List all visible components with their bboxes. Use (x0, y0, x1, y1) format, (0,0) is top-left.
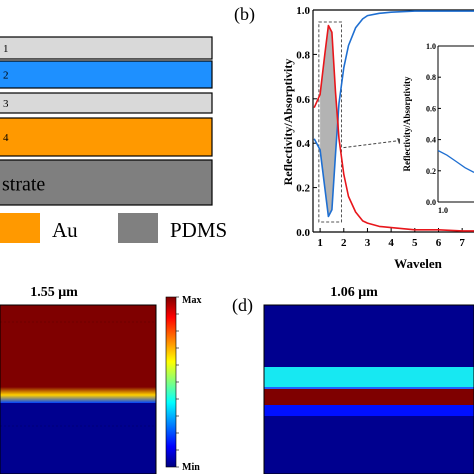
x-tick-label: 3 (365, 237, 371, 249)
panel-b-letter: (b) (234, 4, 255, 25)
highlight-fill (320, 25, 340, 217)
field-map-c (0, 304, 157, 474)
x-tick-label: 4 (388, 237, 394, 249)
layer-5-label: strate (2, 174, 45, 196)
panel-c-title: 1.55 μm (30, 285, 78, 300)
x-tick-label: 5 (412, 237, 418, 249)
field-c-band (0, 387, 156, 403)
field-c-top (0, 305, 156, 387)
layer-4 (0, 117, 213, 157)
legend-pdms-swatch (118, 213, 158, 243)
field-d-cyan-band (264, 367, 474, 387)
legend-pdms-label: PDMS (170, 218, 227, 242)
inset-y-tick-label: 1.0 (426, 42, 436, 51)
field-d-top (264, 305, 474, 367)
highlight-box (318, 21, 342, 223)
legend-au-label: Au (52, 218, 78, 242)
field-d-blue-line (264, 387, 474, 389)
zoom-arrow (343, 139, 405, 149)
field-d-red-band (264, 389, 474, 405)
layer-2-label: 2 (3, 70, 9, 82)
y-tick-label: 0.8 (296, 49, 310, 61)
x-tick-label: 2 (341, 237, 347, 249)
inset-x-tick-label: 1.0 (438, 206, 448, 215)
panel-d: (d) 1.06 μm (232, 285, 474, 474)
y-tick-label: 0.4 (296, 138, 310, 150)
y-tick-label: 0.0 (296, 227, 310, 239)
field-map-d (263, 304, 474, 474)
panel-b-xlabel: Wavelen (394, 256, 442, 271)
y-tick-label: 0.2 (296, 183, 310, 195)
colorbar: Max Min (165, 295, 201, 473)
series-line-2 (313, 24, 474, 232)
layer-1 (0, 36, 213, 60)
panel-a: 1 2 3 4 strate Au PDMS (0, 36, 227, 243)
panel-b: (b) Reflectivity/Absorptivity Wavelen 0.… (234, 4, 474, 271)
panel-a-legend: Au PDMS (0, 213, 227, 243)
inset-series-line (437, 149, 474, 173)
field-d-frame (263, 304, 474, 474)
inset-background (400, 38, 474, 224)
inset-y-tick-label: 0.2 (426, 167, 436, 176)
inset-y-tick-label: 0.4 (426, 136, 436, 145)
layer-4-label: 4 (3, 132, 9, 144)
field-c-bottom (0, 403, 156, 474)
layer-3-label: 3 (3, 98, 9, 110)
layer-1-label: 1 (3, 43, 9, 55)
y-tick-label: 0.6 (296, 94, 310, 106)
layer-5 (0, 159, 213, 206)
inset-y-tick-label: 0.0 (426, 198, 436, 207)
field-c-frame (0, 304, 157, 474)
inset-y-tick-label: 0.6 (426, 104, 436, 113)
colorbar-max-label: Max (182, 295, 201, 306)
layer-3 (0, 92, 213, 114)
legend-au-swatch (0, 213, 40, 243)
y-tick-label: 1.0 (296, 5, 310, 17)
panel-b-ylabel: Reflectivity/Absorptivity (281, 59, 295, 186)
field-d-blue-band (264, 405, 474, 416)
field-d-bottom (264, 416, 474, 474)
x-tick-label: 6 (436, 237, 442, 249)
layer-2 (0, 60, 213, 89)
panel-c: 1.55 μm (0, 285, 201, 474)
panel-d-title: 1.06 μm (330, 285, 378, 300)
inset-y-tick-label: 0.8 (426, 73, 436, 82)
x-tick-label: 7 (459, 237, 465, 249)
colorbar-gradient (165, 296, 177, 468)
x-tick-label: 1 (317, 237, 323, 249)
inset-ylabel: Reflectivity/Absorptivity (402, 76, 412, 171)
series-line-1 (313, 10, 474, 218)
panel-d-letter: (d) (232, 295, 253, 316)
colorbar-min-label: Min (182, 462, 200, 473)
